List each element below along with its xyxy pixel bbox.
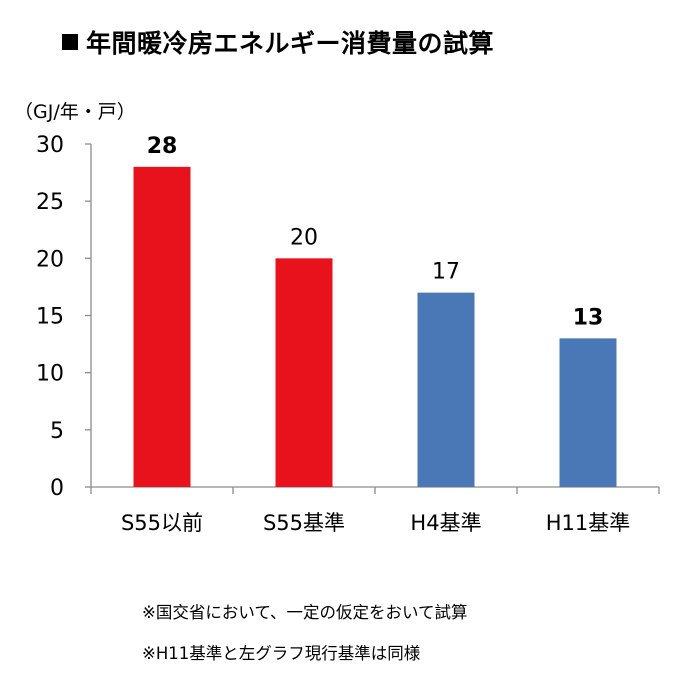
data-label: 20 bbox=[290, 225, 318, 250]
y-tick-label: 25 bbox=[36, 190, 64, 215]
square-bullet-icon bbox=[62, 34, 78, 50]
bar bbox=[275, 258, 333, 487]
chart-title: 年間暖冷房エネルギー消費量の試算 bbox=[62, 24, 494, 60]
y-tick-label: 20 bbox=[36, 247, 64, 272]
y-axis-unit-label: （GJ/年・戸） bbox=[14, 101, 136, 123]
y-tick-label: 0 bbox=[50, 476, 64, 501]
category-label: H11基準 bbox=[546, 511, 631, 535]
bar bbox=[417, 292, 475, 487]
category-label: H4基準 bbox=[410, 511, 481, 535]
data-label: 13 bbox=[573, 305, 604, 330]
footnote-standard: ※H11基準と左グラフ現行基準は同様 bbox=[142, 644, 421, 663]
y-tick-label: 30 bbox=[36, 133, 64, 158]
category-label: S55基準 bbox=[263, 511, 345, 535]
data-label: 17 bbox=[432, 260, 460, 285]
bar bbox=[559, 338, 617, 487]
y-tick-label: 15 bbox=[36, 305, 64, 330]
y-tick-label: 5 bbox=[50, 419, 64, 444]
chart-title-text: 年間暖冷房エネルギー消費量の試算 bbox=[86, 29, 495, 58]
footnote-assumption: ※国交省において、一定の仮定をおいて試算 bbox=[142, 603, 468, 622]
y-tick-label: 10 bbox=[36, 362, 64, 387]
category-label: S55以前 bbox=[121, 511, 203, 535]
data-label: 28 bbox=[147, 134, 178, 159]
bar bbox=[133, 166, 191, 487]
